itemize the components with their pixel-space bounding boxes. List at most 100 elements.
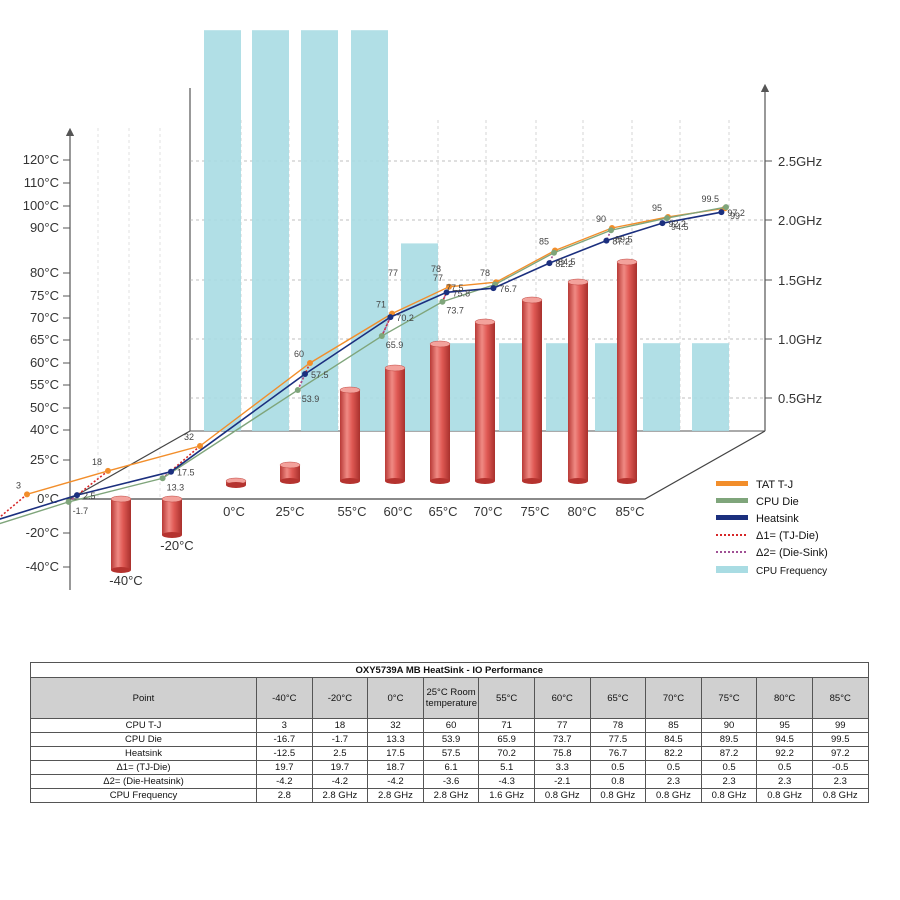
header-col: -20°C: [311, 677, 369, 719]
data-label: 3: [16, 480, 21, 490]
table-cell: 2.8 GHz: [422, 788, 480, 803]
row-label: Δ1= (TJ-Die): [30, 760, 257, 775]
ambient-temperature-bar: [162, 499, 182, 535]
performance-table: OXY5739A MB HeatSink - IO Performance Po…: [30, 662, 869, 803]
table-row: Δ1= (TJ-Die) 19.7 19.7 18.7 6.1 5.1 3.3 0.5 0.5 0…: [30, 760, 869, 775]
table-cell: 97.2: [811, 746, 869, 761]
right-axis-tick-label: 0.5GHz: [778, 391, 822, 406]
header-col: 85°C: [811, 677, 869, 719]
table-cell: 0.8 GHz: [589, 788, 647, 803]
left-axis-tick-label: -20°C: [26, 525, 59, 540]
left-axis-tick-label: 120°C: [23, 152, 59, 167]
data-label: 90: [596, 214, 606, 224]
left-axis-tick-label: 80°C: [30, 265, 59, 280]
axes: 120°C 110°C 100°C 90°C 80°C 75°C 70°C 65°C 60°C 5…: [23, 127, 822, 590]
data-label: 73.7: [446, 306, 464, 316]
data-label: 99.5: [701, 194, 719, 204]
ambient-bar-bottom: [162, 532, 182, 538]
ambient-bar-top: [429, 340, 451, 348]
left-axis-tick-label: 110°C: [24, 175, 59, 190]
left-axis-tick-label: 70°C: [30, 310, 59, 325]
data-label: 32: [184, 432, 194, 442]
legend-label: CPU Frequency: [756, 566, 827, 577]
table-cell: 5.1: [478, 760, 535, 775]
header-col: 25°C Room temperature: [422, 677, 480, 719]
table-cell: 77: [533, 718, 591, 733]
table-cell: 71: [478, 718, 535, 733]
temperature-lines: [0, 204, 729, 525]
row-label: CPU T-J: [30, 718, 257, 733]
table-cell: 57.5: [422, 746, 480, 761]
data-label: 57.5: [311, 370, 329, 380]
data-label: 18: [92, 457, 102, 467]
table-cell: 0.8: [589, 774, 647, 789]
legend-label: Δ1= (TJ-Die): [756, 530, 819, 542]
table-row: CPU Die -16.7 -1.7 13.3 53.9 65.9 73.7 77.5 84.5…: [30, 732, 869, 747]
legend-swatch: [716, 515, 748, 520]
data-label: 60: [294, 349, 304, 359]
legend-swatch: [716, 498, 748, 503]
series-point: [551, 249, 557, 256]
series-point: [387, 314, 394, 321]
category-label: 55°C: [337, 504, 366, 519]
ambient-bar-top: [279, 461, 301, 469]
table-cell: 95: [756, 718, 813, 733]
table-cell: 78: [589, 718, 647, 733]
ambient-temperature-bar: [475, 322, 495, 481]
data-label: 95: [652, 203, 662, 213]
table-cell: 89.5: [700, 732, 758, 747]
category-label: 70°C: [473, 504, 502, 519]
series-point: [490, 285, 497, 292]
ambient-temperature-bar: [568, 282, 588, 481]
category-label: 75°C: [520, 504, 549, 519]
table-cell: 18.7: [367, 760, 424, 775]
data-label: 89.5: [615, 234, 633, 244]
table-cell: 99.5: [811, 732, 869, 747]
table-cell: 2.8 GHz: [367, 788, 424, 803]
legend: TAT T-J CPU Die Heatsink Δ1= (TJ-Die) Δ2= (D…: [716, 479, 828, 577]
table-cell: 76.7: [589, 746, 647, 761]
ambient-temperature-bar: [385, 368, 405, 481]
table-cell: 2.3: [756, 774, 813, 789]
data-label: 76.7: [499, 284, 517, 294]
series-point: [168, 468, 174, 475]
ambient-bar-top: [474, 318, 496, 326]
left-axis-tick-label: -40°C: [26, 559, 59, 574]
legend-swatch: [716, 566, 748, 573]
table-cell: 2.3: [645, 774, 702, 789]
table-cell: -16.7: [256, 732, 313, 747]
data-label: 65.9: [386, 340, 404, 350]
series-point: [608, 227, 614, 234]
category-label: 80°C: [567, 504, 596, 519]
cpu-frequency-bar: [252, 30, 289, 431]
ambient-bar-top: [339, 386, 361, 394]
table-cell: 0.8 GHz: [811, 788, 869, 803]
series-point: [302, 371, 308, 377]
ambient-bar-bottom: [385, 478, 405, 484]
data-labels: 318326071777885909599.5-16.7-1.713.353.9…: [16, 194, 745, 516]
category-label: 60°C: [383, 504, 412, 519]
table-cell: 0.8 GHz: [700, 788, 758, 803]
legend-label: TAT T-J: [756, 479, 793, 491]
row-label: Heatsink: [30, 746, 257, 761]
series-point: [718, 209, 725, 216]
ambient-bar-bottom: [280, 478, 300, 484]
right-axis-tick-label: 1.5GHz: [778, 273, 822, 288]
ambient-bar-bottom: [340, 478, 360, 484]
table-cell: 2.3: [700, 774, 758, 789]
series-point: [664, 215, 670, 222]
category-label: 0°C: [223, 504, 245, 519]
series-point: [105, 467, 111, 474]
ambient-bar-bottom: [568, 478, 588, 484]
data-label: 75.8: [453, 288, 471, 298]
ambient-temperature-bar: [522, 300, 542, 481]
category-label: 85°C: [615, 504, 644, 519]
table-cell: 0.8 GHz: [756, 788, 813, 803]
ambient-bar-bottom: [522, 478, 542, 484]
table-cell: 0.5: [645, 760, 702, 775]
series-point: [659, 220, 666, 227]
series-point: [723, 204, 729, 211]
data-label: 17.5: [177, 468, 195, 478]
table-cell: 53.9: [422, 732, 480, 747]
table-cell: 87.2: [700, 746, 758, 761]
